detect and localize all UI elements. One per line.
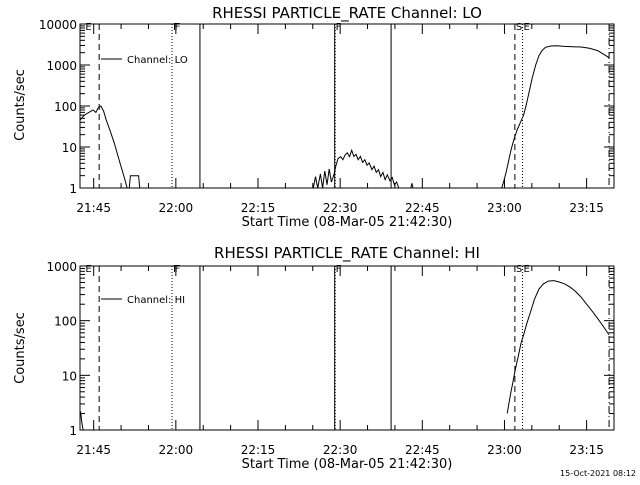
marker-label: E — [85, 22, 91, 33]
y-tick-label: 1000 — [46, 260, 77, 274]
x-tick-label: 22:15 — [241, 201, 276, 215]
y-tick-label: 10000 — [39, 18, 77, 32]
y-tick-label: 100 — [54, 100, 77, 114]
series-line — [506, 280, 610, 414]
marker-label: F — [336, 22, 342, 33]
x-tick-label: 22:30 — [323, 443, 358, 457]
y-tick-label: 10 — [62, 141, 77, 155]
x-tick-label: 22:15 — [241, 443, 276, 457]
panel-hi: RHESSI PARTICLE_RATE Channel: HI 1 10 100 10… — [13, 244, 615, 472]
marker-label: E — [524, 264, 530, 275]
marker-label: S — [516, 264, 522, 275]
y-axis-label: Counts/sec — [13, 312, 28, 384]
marker-label: F — [173, 22, 179, 33]
x-axis-label: Start Time (08-Mar-05 21:42:30) — [242, 457, 453, 472]
chart-title: RHESSI PARTICLE_RATE Channel: HI — [214, 244, 480, 263]
chart-title: RHESSI PARTICLE_RATE Channel: LO — [212, 4, 482, 23]
timestamp: 15-Oct-2021 08:12 — [560, 469, 636, 478]
marker-label: F — [175, 22, 181, 33]
legend-label: Channel: LO — [127, 55, 188, 66]
marker-label: E — [85, 264, 91, 275]
series-line — [410, 183, 414, 189]
x-tick-label: 22:00 — [159, 443, 194, 457]
panel-lo: RHESSI PARTICLE_RATE Channel: LO 1 10 100 10… — [13, 4, 615, 230]
x-tick-label: 23:15 — [569, 201, 604, 215]
x-axis-label: Start Time (08-Mar-05 21:42:30) — [242, 215, 453, 230]
y-tick-label: 100 — [54, 315, 77, 329]
marker-label: S — [516, 22, 522, 33]
series-line — [312, 148, 400, 189]
marker-label: E — [524, 22, 530, 33]
y-tick-label: 10 — [62, 369, 77, 383]
x-tick-label: 21:45 — [76, 443, 111, 457]
series-line — [128, 175, 141, 189]
y-tick-label: 1000 — [46, 59, 77, 73]
x-tick-label: 22:30 — [323, 201, 358, 215]
x-tick-label: 22:45 — [405, 443, 440, 457]
marker-label: F — [173, 264, 179, 275]
x-tick-label: 23:00 — [487, 443, 522, 457]
x-tick-label: 23:15 — [569, 443, 604, 457]
x-tick-label: 21:45 — [76, 201, 111, 215]
marker-label: F — [336, 264, 342, 275]
marker-label: F — [175, 264, 181, 275]
x-tick-label: 23:00 — [487, 201, 522, 215]
series-line — [79, 105, 128, 189]
legend-label: Channel: HI — [127, 295, 185, 306]
series-line — [501, 45, 610, 189]
x-tick-label: 22:00 — [159, 201, 194, 215]
series-line — [80, 411, 84, 431]
x-tick-label: 22:45 — [405, 201, 440, 215]
y-axis-label: Counts/sec — [13, 69, 28, 141]
y-tick-label: 1 — [69, 182, 77, 196]
plot-frame — [79, 265, 615, 431]
y-tick-label: 1 — [69, 424, 77, 438]
